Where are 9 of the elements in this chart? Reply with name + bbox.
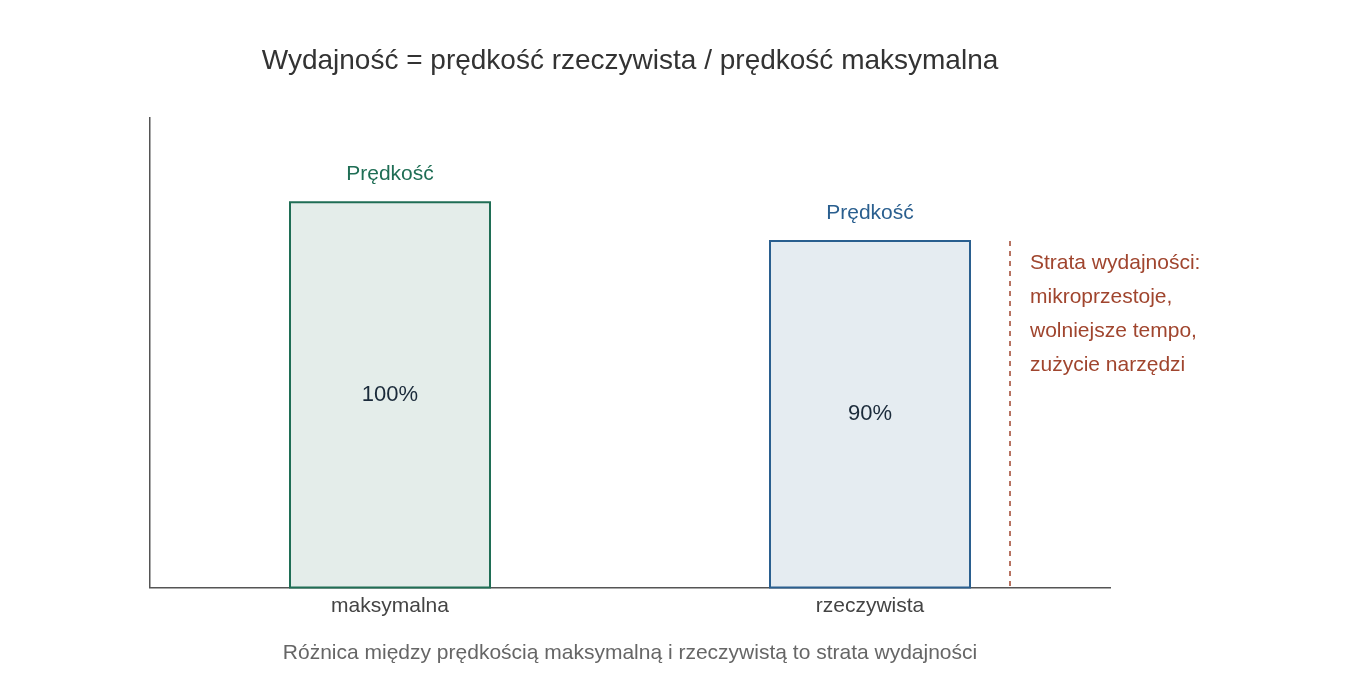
data-label: 90% bbox=[847, 400, 893, 426]
x-tick-label: rzeczywista bbox=[815, 593, 925, 616]
x-tick-label: maksymalna bbox=[331, 593, 450, 616]
annotation: Strata wydajności: mikroprzestoje, wolniejsze tempo, zużycie narzędzi bbox=[1029, 249, 1201, 375]
chart-title: Wydajność = prędkość rzeczywista / prędkość maksymalna bbox=[261, 43, 999, 75]
annotation: Prędkość bbox=[346, 161, 434, 185]
annotation: Prędkość bbox=[826, 199, 914, 223]
data-label: 100% bbox=[361, 381, 419, 407]
x-axis-title: Różnica między prędkością maksymalną i rzeczywistą to strata wydajności bbox=[282, 640, 978, 664]
